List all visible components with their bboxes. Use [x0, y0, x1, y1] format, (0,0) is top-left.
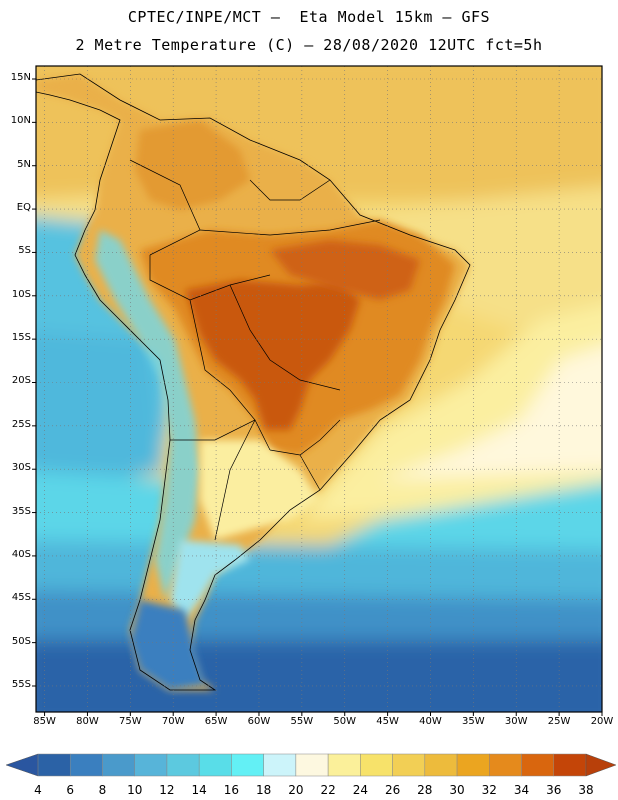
lat-lon-grid	[32, 66, 603, 716]
colorbar-swatch	[360, 753, 393, 777]
latitude-label: 40S	[11, 548, 31, 560]
longitude-label: 60W	[247, 716, 271, 727]
colorbar-label: 32	[481, 783, 497, 797]
colorbar-swatch	[231, 753, 264, 777]
country-borders	[129, 159, 381, 541]
colorbar-swatch	[37, 753, 71, 777]
south-america-landmass	[36, 74, 470, 690]
longitude-label: 75W	[119, 716, 142, 727]
colorbar-swatch	[521, 753, 555, 777]
longitude-label: 80W	[76, 716, 99, 727]
coastline	[36, 73, 471, 691]
colorbar-label: 8	[98, 783, 107, 797]
latitude-label: 10S	[11, 288, 31, 300]
colorbar-label: 30	[449, 783, 465, 797]
colorbar-swatch	[553, 753, 587, 777]
map-field	[36, 66, 602, 712]
colorbar-swatch	[456, 753, 490, 777]
colorbar-label: 20	[288, 783, 304, 797]
latitude-label: 50S	[11, 635, 31, 647]
colorbar-label: 16	[223, 783, 240, 797]
colorbar-swatch	[134, 753, 168, 777]
map-title-line1: CPTEC/INPE/MCT – Eta Model 15km – GFS	[127, 8, 491, 26]
latitude-label: 10N	[10, 115, 31, 127]
map-title-line2: 2 Metre Temperature (C) – 28/08/2020 12U…	[75, 36, 543, 54]
latitude-label: 15N	[10, 72, 31, 83]
colorbar-label: 6	[66, 783, 75, 797]
colorbar-swatch	[424, 753, 458, 777]
colorbar-label: 18	[256, 783, 272, 797]
colorbar-swatch	[166, 753, 200, 777]
latitude-label: 15S	[11, 332, 31, 344]
colorbar	[5, 753, 617, 777]
latitude-label: EQ	[16, 202, 31, 214]
longitude-label: 70W	[161, 716, 185, 727]
longitude-label: 40W	[419, 716, 442, 727]
colorbar-swatch	[327, 753, 361, 777]
colorbar-swatch	[102, 753, 135, 777]
latitude-label: 45S	[11, 592, 31, 604]
longitude-label: 35W	[462, 716, 485, 727]
colorbar-label: 34	[513, 783, 530, 797]
longitude-label: 20W	[590, 716, 614, 727]
colorbar-swatch	[392, 753, 426, 777]
colorbar-label: 10	[127, 783, 143, 797]
latitude-label: 20S	[11, 375, 31, 387]
longitude-label: 30W	[504, 716, 528, 727]
colorbar-label: 28	[417, 783, 433, 797]
colorbar-label: 4	[34, 783, 42, 797]
colorbar-label: 24	[352, 783, 368, 797]
latitude-label: 25S	[11, 418, 31, 430]
colorbar-swatch	[295, 753, 329, 777]
colorbar-label: 38	[578, 783, 594, 797]
colorbar-high-arrow	[585, 753, 617, 777]
longitude-label: 25W	[547, 716, 571, 727]
colorbar-swatch	[263, 753, 297, 777]
colorbar-low-arrow	[5, 753, 39, 777]
longitude-label: 50W	[333, 716, 357, 727]
colorbar-label: 26	[384, 783, 401, 797]
map-frame	[35, 65, 603, 713]
colorbar-swatch	[69, 753, 103, 777]
longitude-label: 55W	[290, 716, 314, 727]
colorbar-label: 14	[191, 783, 207, 797]
latitude-label: 35S	[11, 505, 31, 517]
latitude-label: 55S	[11, 678, 31, 690]
colorbar-label: 22	[320, 783, 336, 797]
latitude-label: 5S	[18, 245, 31, 257]
colorbar-swatch	[198, 753, 232, 777]
colorbar-label: 12	[159, 783, 175, 797]
longitude-label: 85W	[33, 716, 56, 727]
latitude-label: 30S	[11, 462, 31, 474]
colorbar-swatch	[489, 753, 522, 777]
longitude-label: 65W	[204, 716, 228, 727]
latitude-label: 5N	[17, 158, 31, 170]
longitude-label: 45W	[376, 716, 399, 727]
colorbar-label: 36	[546, 783, 562, 797]
